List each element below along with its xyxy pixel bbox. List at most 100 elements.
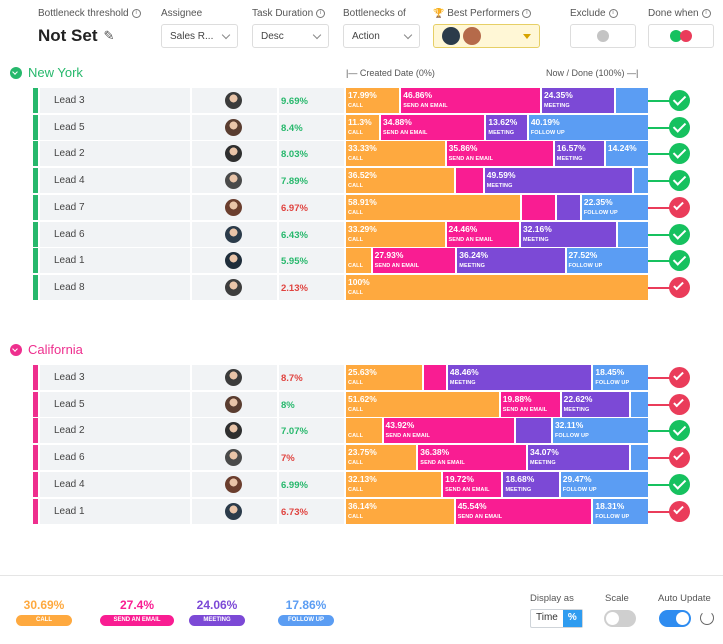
segment-email[interactable]: 34.88% SEND AN EMAIL: [381, 114, 485, 140]
segment-followup[interactable]: [616, 88, 648, 113]
lead-row[interactable]: Lead 1 6.73% 36.14% CALL 45.54% SEND AN EMAIL…: [33, 498, 693, 524]
best-performers-select[interactable]: [433, 24, 540, 48]
segment-followup[interactable]: 32.11% FOLLOW UP: [552, 418, 648, 444]
lead-row[interactable]: Lead 2 8.03% 33.33% CALL 35.86% SEND AN EMAIL…: [33, 141, 693, 167]
done-check-icon[interactable]: [669, 223, 690, 245]
lead-row[interactable]: Lead 5 8% 51.62% CALL 19.88% SEND AN EMAIL 22.…: [33, 391, 693, 417]
info-icon[interactable]: i: [316, 9, 326, 18]
done-when-select[interactable]: [648, 24, 714, 48]
segment-followup[interactable]: [618, 221, 648, 247]
lead-name[interactable]: Lead 1: [54, 255, 85, 267]
segment-email[interactable]: 45.54% SEND AN EMAIL: [455, 498, 592, 524]
refresh-icon[interactable]: [700, 611, 714, 625]
lead-name[interactable]: Lead 3: [54, 372, 85, 383]
collapse-toggle-icon[interactable]: [10, 343, 22, 356]
segment-followup[interactable]: 27.52% FOLLOW UP: [566, 248, 648, 274]
assignee-select[interactable]: Sales R...: [161, 24, 238, 48]
segment-followup[interactable]: [633, 168, 648, 194]
lead-name[interactable]: Lead 1: [54, 505, 85, 517]
segment-email[interactable]: 36.38% SEND AN EMAIL: [418, 445, 526, 471]
segment-call[interactable]: 11.3% CALL: [346, 114, 379, 140]
segment-call[interactable]: 33.29% CALL: [346, 221, 445, 247]
segment-email[interactable]: 27.93% SEND AN EMAIL: [372, 248, 456, 274]
bottleneck-threshold-value[interactable]: Not Set ✎: [38, 26, 141, 46]
done-check-icon[interactable]: [669, 170, 690, 192]
segment-meeting[interactable]: 24.35% MEETING: [541, 88, 615, 113]
lead-name[interactable]: Lead 2: [54, 425, 85, 437]
scale-toggle[interactable]: [604, 610, 636, 627]
segment-followup[interactable]: 29.47% FOLLOW UP: [560, 471, 648, 497]
lead-name[interactable]: Lead 6: [54, 452, 85, 464]
segment-meeting[interactable]: 34.07% MEETING: [527, 445, 629, 471]
lead-row[interactable]: Lead 8 2.13% 100% CALL: [33, 274, 693, 300]
segment-call[interactable]: 17.99% CALL: [346, 88, 400, 113]
segment-meeting[interactable]: 18.68% MEETING: [503, 471, 559, 497]
lead-row[interactable]: Lead 3 8.7% 25.63% CALL 48.46% MEETING 18.45% F…: [33, 365, 693, 390]
segment-call[interactable]: 25.63% CALL: [346, 365, 422, 390]
segment-call[interactable]: 51.62% CALL: [346, 391, 499, 417]
info-icon[interactable]: i: [608, 9, 618, 18]
collapse-toggle-icon[interactable]: [10, 66, 22, 79]
lead-name[interactable]: Lead 5: [54, 121, 85, 133]
lead-name[interactable]: Lead 8: [54, 281, 85, 293]
group-header[interactable]: New York: [10, 65, 83, 80]
pencil-icon[interactable]: ✎: [103, 28, 115, 43]
segment-call[interactable]: 33.33% CALL: [346, 141, 445, 167]
segment-email[interactable]: 46.86% SEND AN EMAIL: [401, 88, 540, 113]
pending-check-icon[interactable]: [669, 276, 690, 298]
auto-update-toggle[interactable]: [659, 610, 691, 627]
lead-row[interactable]: Lead 4 7.89% 36.52% CALL 49.59% MEETING: [33, 168, 693, 194]
segment-call[interactable]: 32.13% CALL: [346, 471, 442, 497]
segment-meeting[interactable]: 13.62% MEETING: [486, 114, 527, 140]
segment-meeting[interactable]: 32.16% MEETING: [520, 221, 617, 247]
lead-name[interactable]: Lead 7: [54, 201, 85, 213]
pending-check-icon[interactable]: [669, 500, 690, 522]
done-check-icon[interactable]: [669, 473, 690, 495]
segment-call[interactable]: 36.52% CALL: [346, 168, 455, 194]
done-check-icon[interactable]: [669, 90, 690, 111]
segment-email[interactable]: 19.88% SEND AN EMAIL: [500, 391, 560, 417]
segment-call[interactable]: CALL: [346, 418, 382, 444]
segment-followup[interactable]: [630, 445, 648, 471]
done-check-icon[interactable]: [669, 420, 690, 442]
display-as-time[interactable]: Time: [536, 612, 558, 623]
task-duration-select[interactable]: Desc: [252, 24, 329, 48]
lead-row[interactable]: Lead 6 6.43% 33.29% CALL 24.46% SEND AN EMAIL…: [33, 221, 693, 247]
segment-followup[interactable]: [630, 391, 648, 417]
segment-call[interactable]: 36.14% CALL: [346, 498, 454, 524]
lead-name[interactable]: Lead 5: [54, 398, 85, 410]
segment-meeting[interactable]: 22.62% MEETING: [561, 391, 629, 417]
segment-email[interactable]: [522, 194, 555, 220]
segment-followup[interactable]: 18.31% FOLLOW UP: [593, 498, 648, 524]
lead-row[interactable]: Lead 7 6.97% 58.91% CALL 22.35% FOLLOW UP: [33, 194, 693, 220]
segment-email[interactable]: [423, 365, 446, 390]
segment-call[interactable]: 100% CALL: [346, 274, 648, 300]
done-check-icon[interactable]: [669, 250, 690, 272]
lead-name[interactable]: Lead 4: [54, 175, 85, 187]
lead-row[interactable]: Lead 5 8.4% 11.3% CALL 34.88% SEND AN EMAIL 13…: [33, 114, 693, 140]
pending-check-icon[interactable]: [669, 447, 690, 469]
segment-meeting[interactable]: 49.59% MEETING: [484, 168, 632, 194]
lead-row[interactable]: Lead 6 7% 23.75% CALL 36.38% SEND AN EMAIL 34.…: [33, 445, 693, 471]
lead-name[interactable]: Lead 6: [54, 228, 85, 240]
segment-followup[interactable]: 40.19% FOLLOW UP: [528, 114, 648, 140]
exclude-select[interactable]: [570, 24, 636, 48]
display-as-toggle[interactable]: Time %: [530, 609, 583, 628]
segment-meeting[interactable]: 16.57% MEETING: [554, 141, 604, 167]
lead-name[interactable]: Lead 4: [54, 478, 85, 490]
done-check-icon[interactable]: [669, 116, 690, 138]
segment-email[interactable]: [456, 168, 483, 194]
lead-name[interactable]: Lead 3: [54, 95, 85, 106]
segment-call[interactable]: 58.91% CALL: [346, 194, 521, 220]
pending-check-icon[interactable]: [669, 393, 690, 415]
info-icon[interactable]: i: [522, 9, 532, 18]
pending-check-icon[interactable]: [669, 196, 690, 218]
segment-followup[interactable]: 14.24%: [605, 141, 648, 167]
info-icon[interactable]: i: [701, 9, 711, 18]
display-as-percent[interactable]: %: [562, 610, 582, 627]
segment-email[interactable]: 24.46% SEND AN EMAIL: [446, 221, 519, 247]
done-check-icon[interactable]: [669, 143, 690, 165]
segment-followup[interactable]: 18.45% FOLLOW UP: [593, 365, 648, 390]
bottlenecks-of-select[interactable]: Action: [343, 24, 420, 48]
segment-meeting[interactable]: [556, 194, 580, 220]
